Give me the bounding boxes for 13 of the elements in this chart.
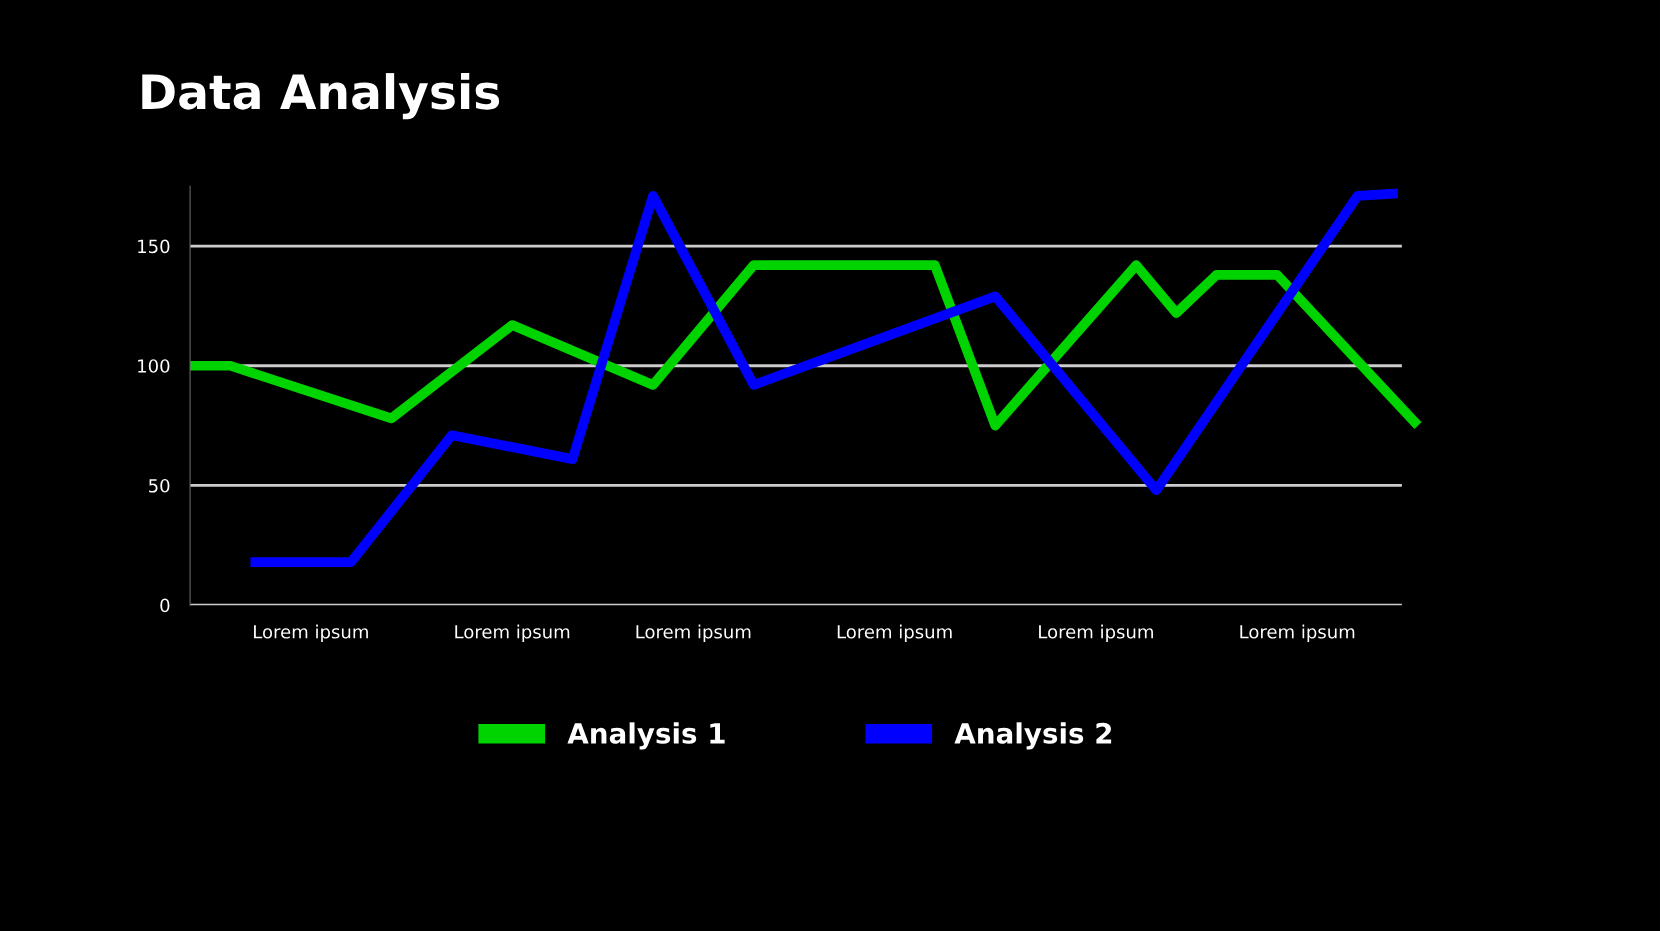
x-tick-label: Lorem ipsum (1039, 624, 1153, 643)
x-tick-label: Lorem ipsum (254, 624, 368, 643)
legend-label: Analysis 2 (954, 722, 1112, 750)
y-tick-label: 150 (138, 239, 170, 254)
x-tick-label: Lorem ipsum (837, 624, 952, 643)
chart-title: Data Analysis (142, 73, 500, 120)
y-tick-label: 50 (149, 478, 170, 493)
y-tick-label: 0 (160, 598, 170, 613)
legend-label: Analysis 1 (567, 722, 725, 750)
y-tick-label: 100 (138, 359, 170, 373)
x-tick-label: Lorem ipsum (455, 624, 570, 643)
x-tick-label: Lorem ipsum (636, 624, 751, 643)
x-tick-label: Lorem ipsum (1240, 624, 1355, 643)
